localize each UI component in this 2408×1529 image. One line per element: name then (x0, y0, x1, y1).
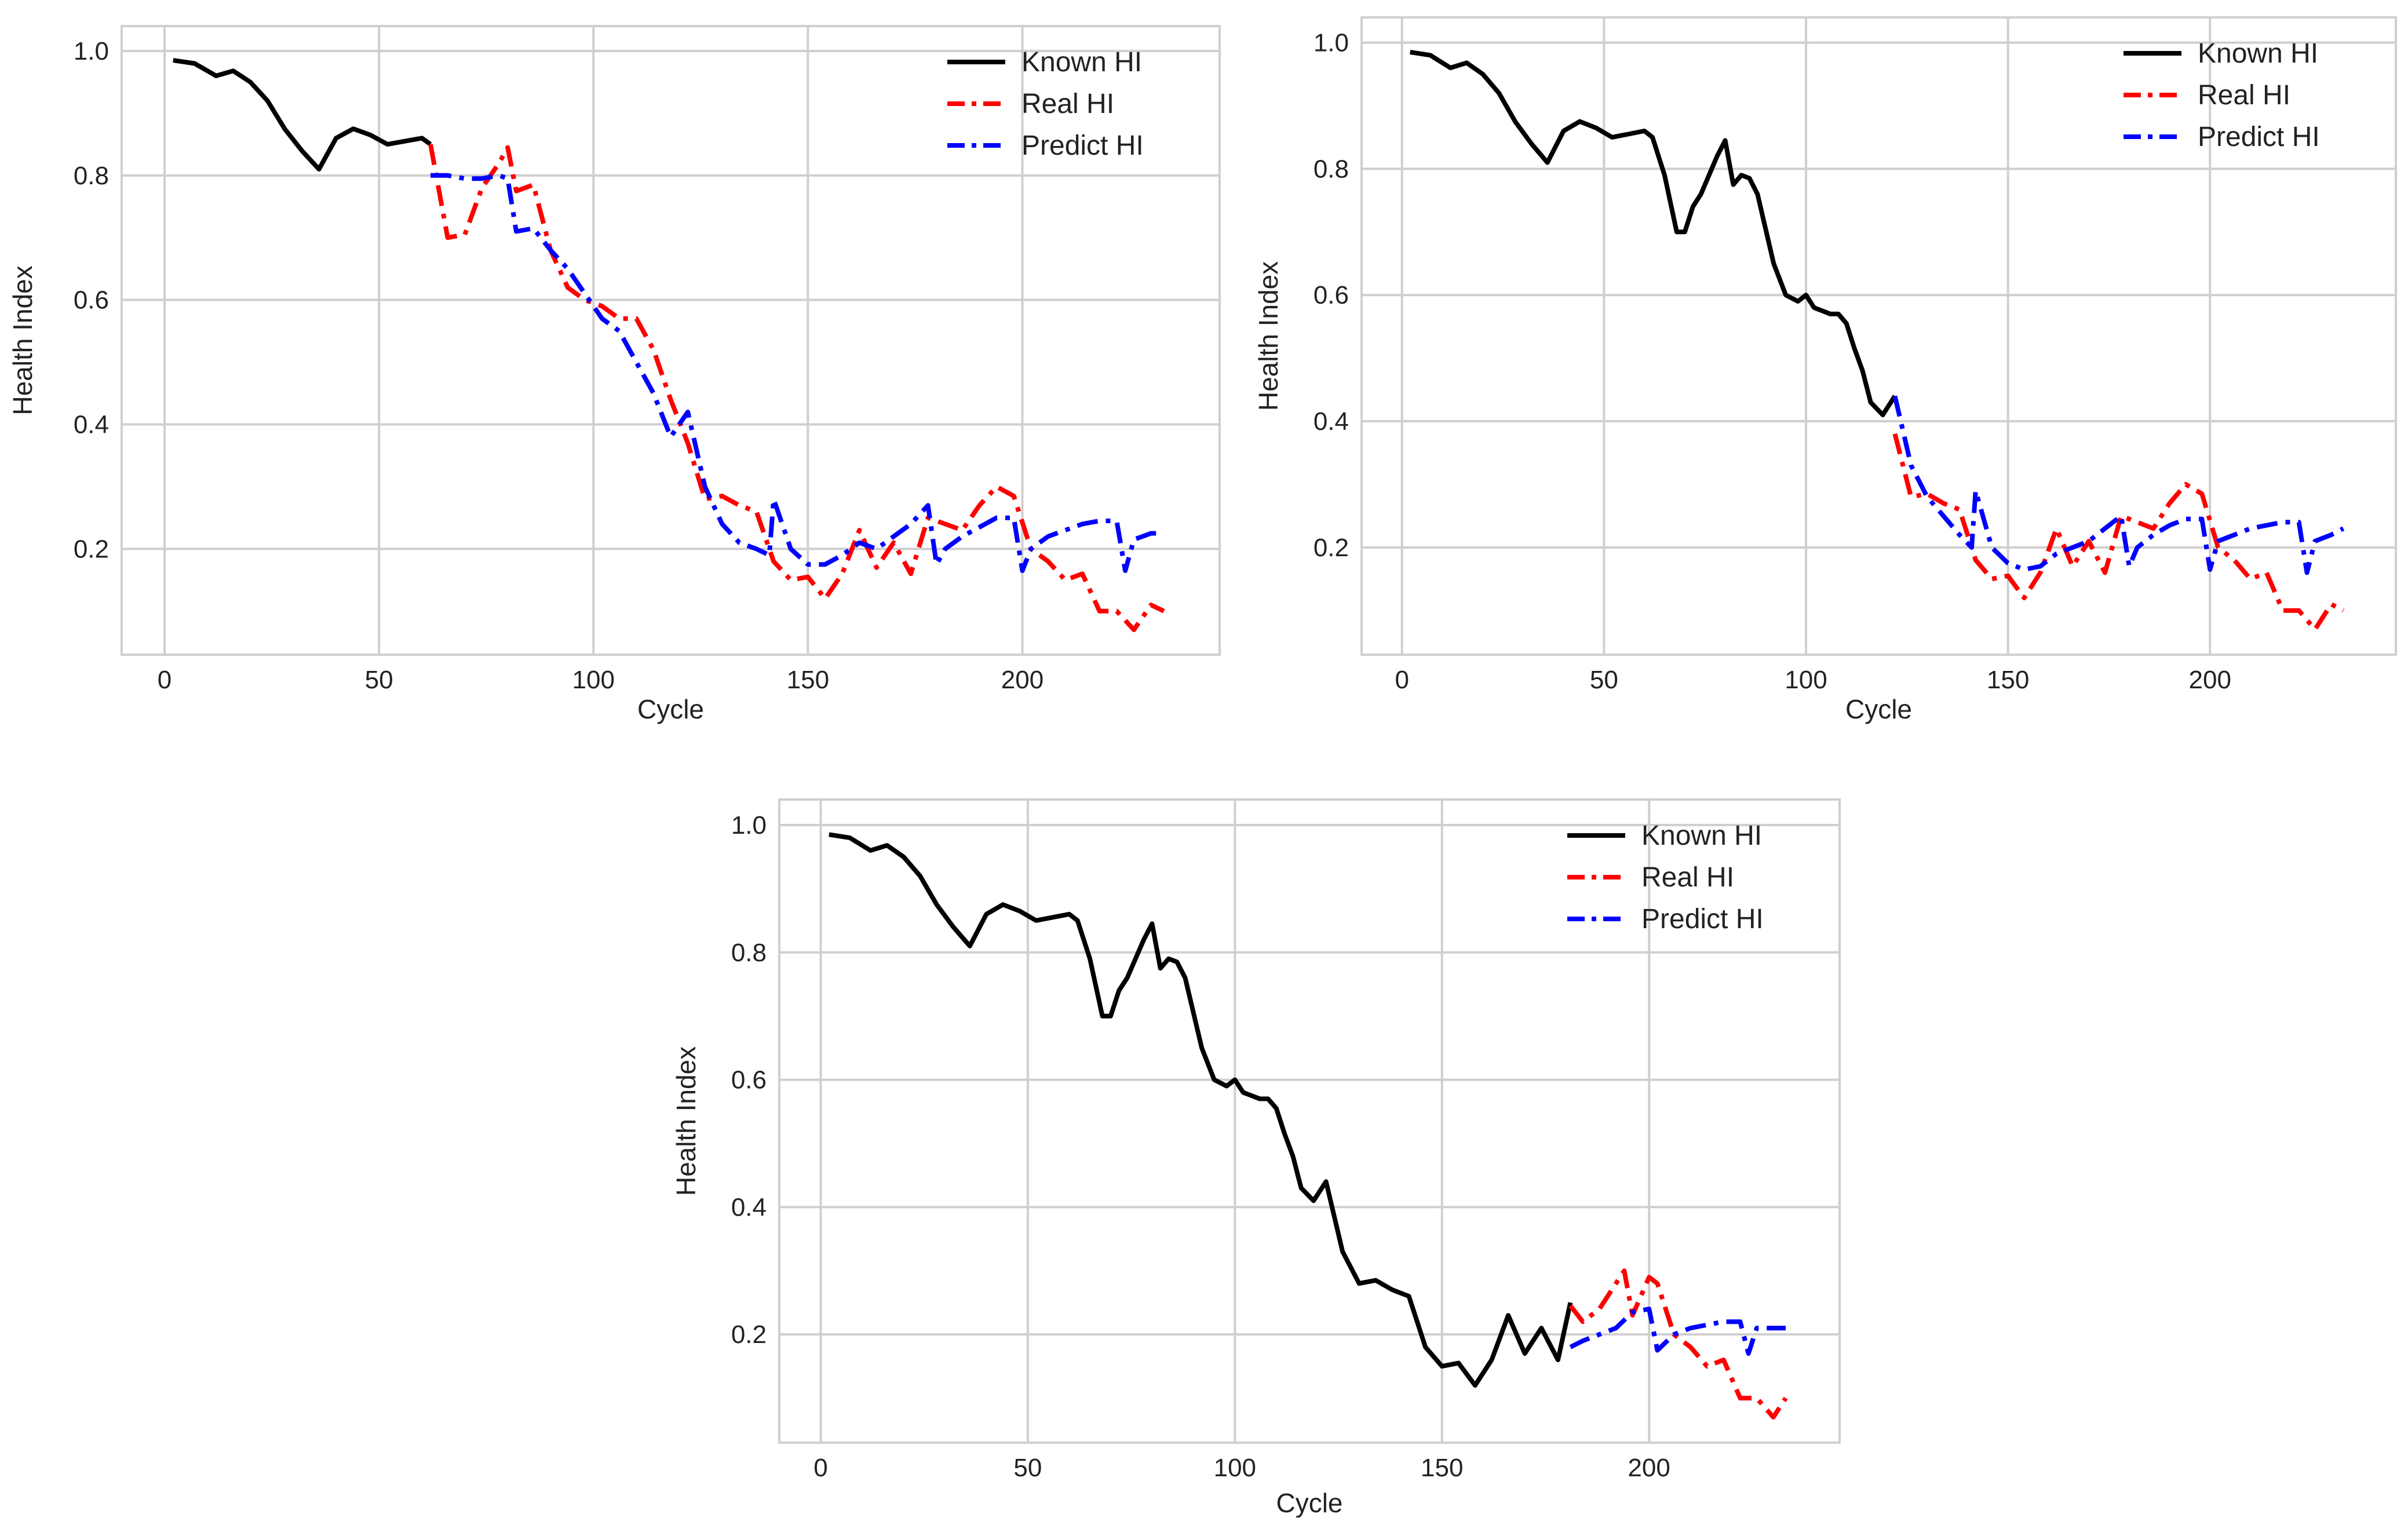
x-axis-label: Cycle (1276, 1488, 1342, 1518)
y-tick-label: 1.0 (731, 811, 767, 840)
legend-label: Predict HI (1641, 904, 1764, 935)
x-axis-label: Cycle (1845, 694, 1912, 724)
x-tick-label: 150 (787, 666, 829, 694)
series-real-hi (1892, 433, 2345, 632)
x-tick-label: 100 (1214, 1454, 1256, 1482)
series-real-hi (428, 144, 1165, 632)
x-tick-label: 100 (572, 666, 615, 694)
y-tick-label: 1.0 (74, 37, 109, 65)
y-tick-label: 0.8 (74, 162, 109, 190)
legend-label: Known HI (1641, 820, 1762, 851)
y-tick-label: 0.2 (731, 1320, 767, 1349)
x-axis-label: Cycle (637, 694, 704, 724)
y-axis-label: Health Index (671, 1046, 701, 1196)
x-tick-label: 50 (1590, 666, 1618, 694)
plot-area (1360, 16, 2397, 656)
series-predict-hi (1892, 395, 2345, 575)
x-tick-label: 50 (1013, 1454, 1042, 1482)
x-tick-label: 0 (158, 666, 172, 694)
chart-top-right: 0 50 100 150 200 0.2 0.4 0.6 0.8 1.0 Cycle Health I… (1253, 16, 2397, 724)
x-tick-label: 100 (1785, 666, 1827, 694)
legend-label: Known HI (1021, 47, 1142, 78)
chart-top-left: 0 50 100 150 200 0.2 0.4 0.6 0.8 1.0 Cycle Health I… (8, 25, 1221, 724)
x-tick-label: 50 (365, 666, 393, 694)
x-tick-label: 150 (1987, 666, 2029, 694)
legend-label: Known HI (2198, 38, 2318, 69)
legend-label: Predict HI (2198, 122, 2320, 152)
y-tick-label: 1.0 (1314, 29, 1349, 57)
y-tick-label: 0.6 (1314, 281, 1349, 309)
legend-label: Real HI (1021, 89, 1114, 119)
y-axis-label: Health Index (8, 265, 38, 415)
legend-label: Predict HI (1021, 130, 1144, 161)
series-known-hi (829, 832, 1573, 1388)
y-tick-label: 0.2 (74, 535, 109, 563)
series-predict-hi (430, 173, 1164, 573)
chart-bottom-center: 0 50 100 150 200 0.2 0.4 0.6 0.8 1.0 Cycle Health I… (671, 798, 1841, 1518)
y-tick-label: 0.2 (1314, 534, 1349, 562)
plot-area (778, 798, 1841, 1444)
x-tick-label: 0 (1395, 666, 1409, 694)
series-real-hi (1568, 1268, 1788, 1419)
y-tick-label: 0.4 (731, 1193, 767, 1221)
y-tick-label: 0.8 (1314, 155, 1349, 183)
plot-area (121, 25, 1221, 656)
series-known-hi (173, 58, 432, 172)
x-tick-label: 200 (1001, 666, 1044, 694)
series-predict-hi (1569, 1307, 1786, 1356)
x-tick-label: 200 (2189, 666, 2231, 694)
x-tick-label: 0 (813, 1454, 827, 1482)
series-known-hi (1410, 49, 1897, 418)
y-tick-label: 0.4 (1314, 407, 1349, 436)
legend-label: Real HI (2198, 80, 2290, 111)
x-tick-label: 150 (1421, 1454, 1463, 1482)
y-tick-label: 0.8 (731, 939, 767, 967)
y-tick-label: 0.6 (74, 286, 109, 315)
x-tick-label: 200 (1628, 1454, 1670, 1482)
y-tick-label: 0.4 (74, 411, 109, 439)
y-tick-label: 0.6 (731, 1066, 767, 1094)
y-axis-label: Health Index (1253, 261, 1283, 411)
legend-label: Real HI (1641, 862, 1734, 893)
